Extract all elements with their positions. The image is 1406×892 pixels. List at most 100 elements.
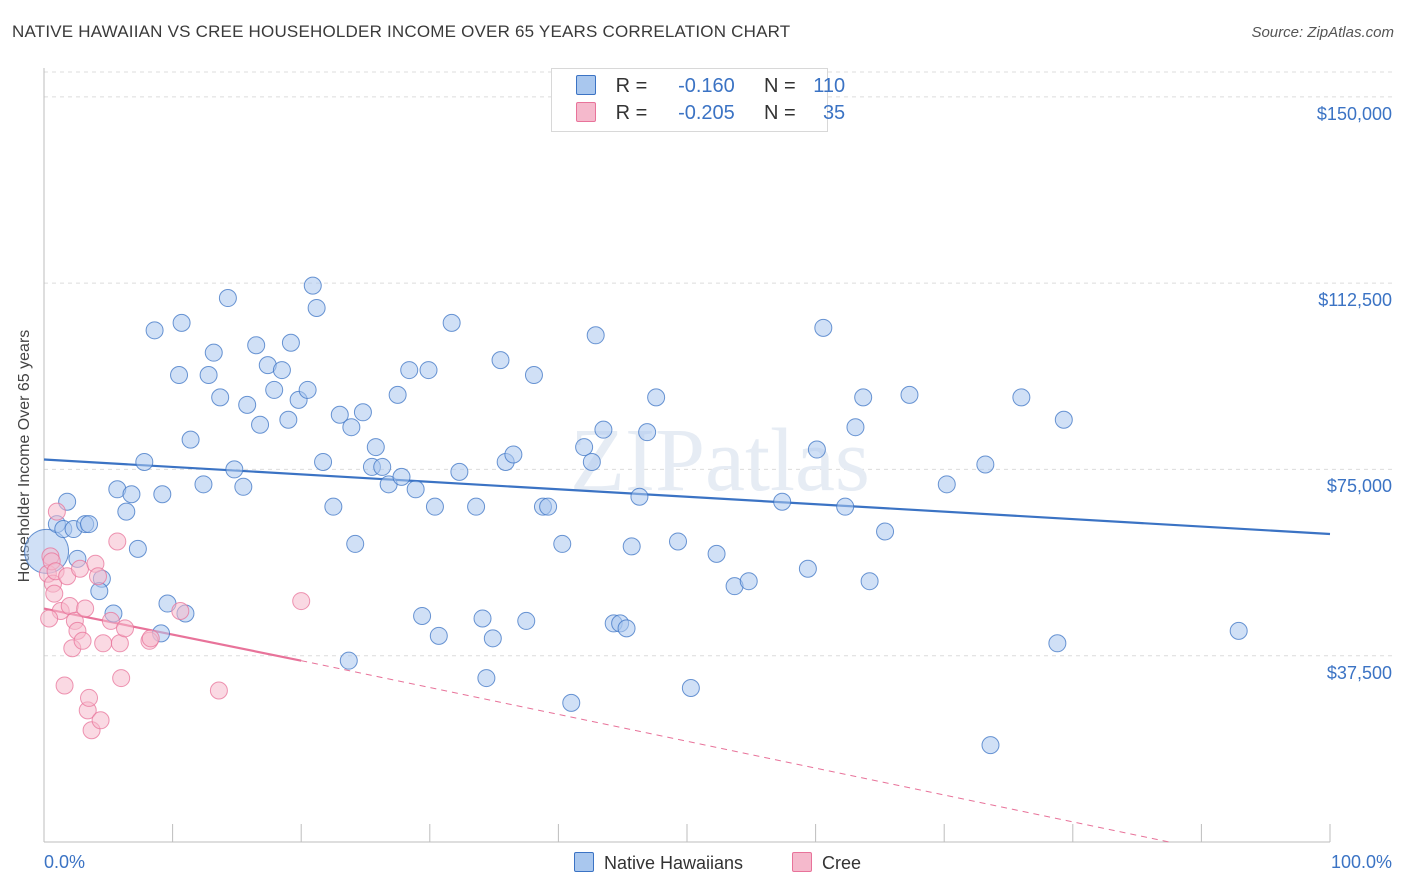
native-hawaiian-point [647, 388, 666, 407]
data-points [24, 276, 1248, 755]
native-hawaiian-point [622, 537, 641, 556]
cree-point [55, 676, 74, 695]
native-hawaiian-point [353, 403, 372, 422]
native-hawaiian-point [836, 497, 855, 516]
trend-lines [43, 458, 1331, 843]
legend-item-native-hawaiians[interactable]: Native Hawaiians [574, 852, 743, 874]
native-hawaiian-trend-line [43, 458, 1331, 536]
native-hawaiian-point [937, 475, 956, 494]
legend-n-value: 35 [822, 102, 846, 124]
cree-point [91, 711, 110, 730]
legend-item-cree[interactable]: Cree [792, 852, 861, 874]
native-hawaiian-point [314, 452, 333, 471]
native-hawaiian-point [324, 497, 343, 516]
cree-point [101, 611, 120, 630]
native-hawaiian-point [279, 410, 298, 429]
watermark: ZIPatlas [570, 411, 870, 510]
native-hawaiian-point [582, 452, 601, 471]
cree-point [76, 599, 95, 618]
native-hawaiian-point [145, 321, 164, 340]
legend-row-cree: R = -0.205 N = 35 [576, 102, 845, 128]
native-hawaiian-point [199, 366, 218, 385]
native-hawaiian-point [218, 289, 237, 308]
cree-trend-extension [301, 660, 1170, 843]
native-hawaiian-point [225, 460, 244, 479]
native-hawaiian-point [406, 480, 425, 499]
grid-lines [44, 71, 1395, 657]
native-hawaiian-point [234, 477, 253, 496]
native-hawaiian-point [429, 626, 448, 645]
native-hawaiian-point [1048, 634, 1067, 653]
native-hawaiian-point [524, 366, 543, 385]
native-hawaiian-point [281, 333, 300, 352]
native-hawaiian-point [170, 366, 189, 385]
native-hawaiian-point [594, 420, 613, 439]
cree-point [47, 502, 66, 521]
native-hawaiian-point [450, 462, 469, 481]
native-hawaiian-point [900, 385, 919, 404]
native-hawaiian-point [128, 539, 147, 558]
native-hawaiian-point [668, 532, 687, 551]
legend-n-label: N = [763, 102, 796, 124]
legend-label: Native Hawaiians [604, 853, 744, 873]
native-hawaiian-point [473, 609, 492, 628]
native-hawaiian-point [467, 497, 486, 516]
x-tick-label-max: 100.0% [1330, 852, 1392, 872]
native-hawaiian-point [517, 611, 536, 630]
cree-point [108, 532, 127, 551]
native-hawaiian-point [425, 497, 444, 516]
native-hawaiian-point [504, 445, 523, 464]
legend-r-value: -0.205 [678, 102, 735, 124]
native-hawaiian-point [539, 497, 558, 516]
native-hawaiian-point [491, 351, 510, 370]
x-tick-label-min: 0.0% [44, 852, 86, 872]
native-hawaiian-point [346, 534, 365, 553]
native-hawaiian-point [854, 388, 873, 407]
y-tick-label: $150,000 [1316, 103, 1392, 124]
legend-r-label: R = [615, 75, 648, 97]
native-hawaiian-point [298, 380, 317, 399]
legend-n-label: N = [763, 75, 796, 97]
native-hawaiian-point [575, 438, 594, 457]
native-hawaiian-point [860, 572, 879, 591]
cree-point [112, 669, 131, 688]
native-hawaiian-point [707, 544, 726, 563]
native-hawaiian-point [339, 651, 358, 670]
series-legend: Native Hawaiians Cree [0, 852, 1406, 878]
legend-r-label: R = [615, 102, 648, 124]
native-hawaiian-point [80, 515, 99, 534]
y-tick-label: $75,000 [1326, 476, 1392, 497]
native-hawaiian-point [392, 467, 411, 486]
pink-swatch-icon [576, 102, 596, 122]
native-hawaiian-point [739, 572, 758, 591]
native-hawaiian-point [238, 395, 257, 414]
native-hawaiian-point [807, 440, 826, 459]
native-hawaiian-point [272, 361, 291, 380]
native-hawaiian-point [194, 475, 213, 494]
native-hawaiian-point [773, 492, 792, 511]
native-hawaiian-point [181, 430, 200, 449]
native-hawaiian-point [90, 582, 109, 601]
native-hawaiian-point [307, 298, 326, 317]
native-hawaiian-point [846, 418, 865, 437]
native-hawaiian-point [330, 405, 349, 424]
y-tick-label: $37,500 [1326, 662, 1392, 683]
native-hawaiian-point [630, 487, 649, 506]
native-hawaiian-point [122, 485, 141, 504]
native-hawaiian-point [388, 385, 407, 404]
native-hawaiian-point [211, 388, 230, 407]
cree-point [209, 681, 228, 700]
native-hawaiian-point [135, 452, 154, 471]
cree-point [45, 584, 64, 603]
cree-point [71, 559, 90, 578]
native-hawaiian-point [586, 326, 605, 345]
native-hawaiian-point [477, 669, 496, 688]
native-hawaiian-point [681, 679, 700, 697]
native-hawaiian-point [483, 629, 502, 648]
blue-swatch-icon [574, 852, 594, 872]
native-hawaiian-point [342, 418, 361, 437]
axes [43, 68, 1331, 843]
cree-point [80, 688, 99, 707]
native-hawaiian-point [798, 559, 817, 578]
